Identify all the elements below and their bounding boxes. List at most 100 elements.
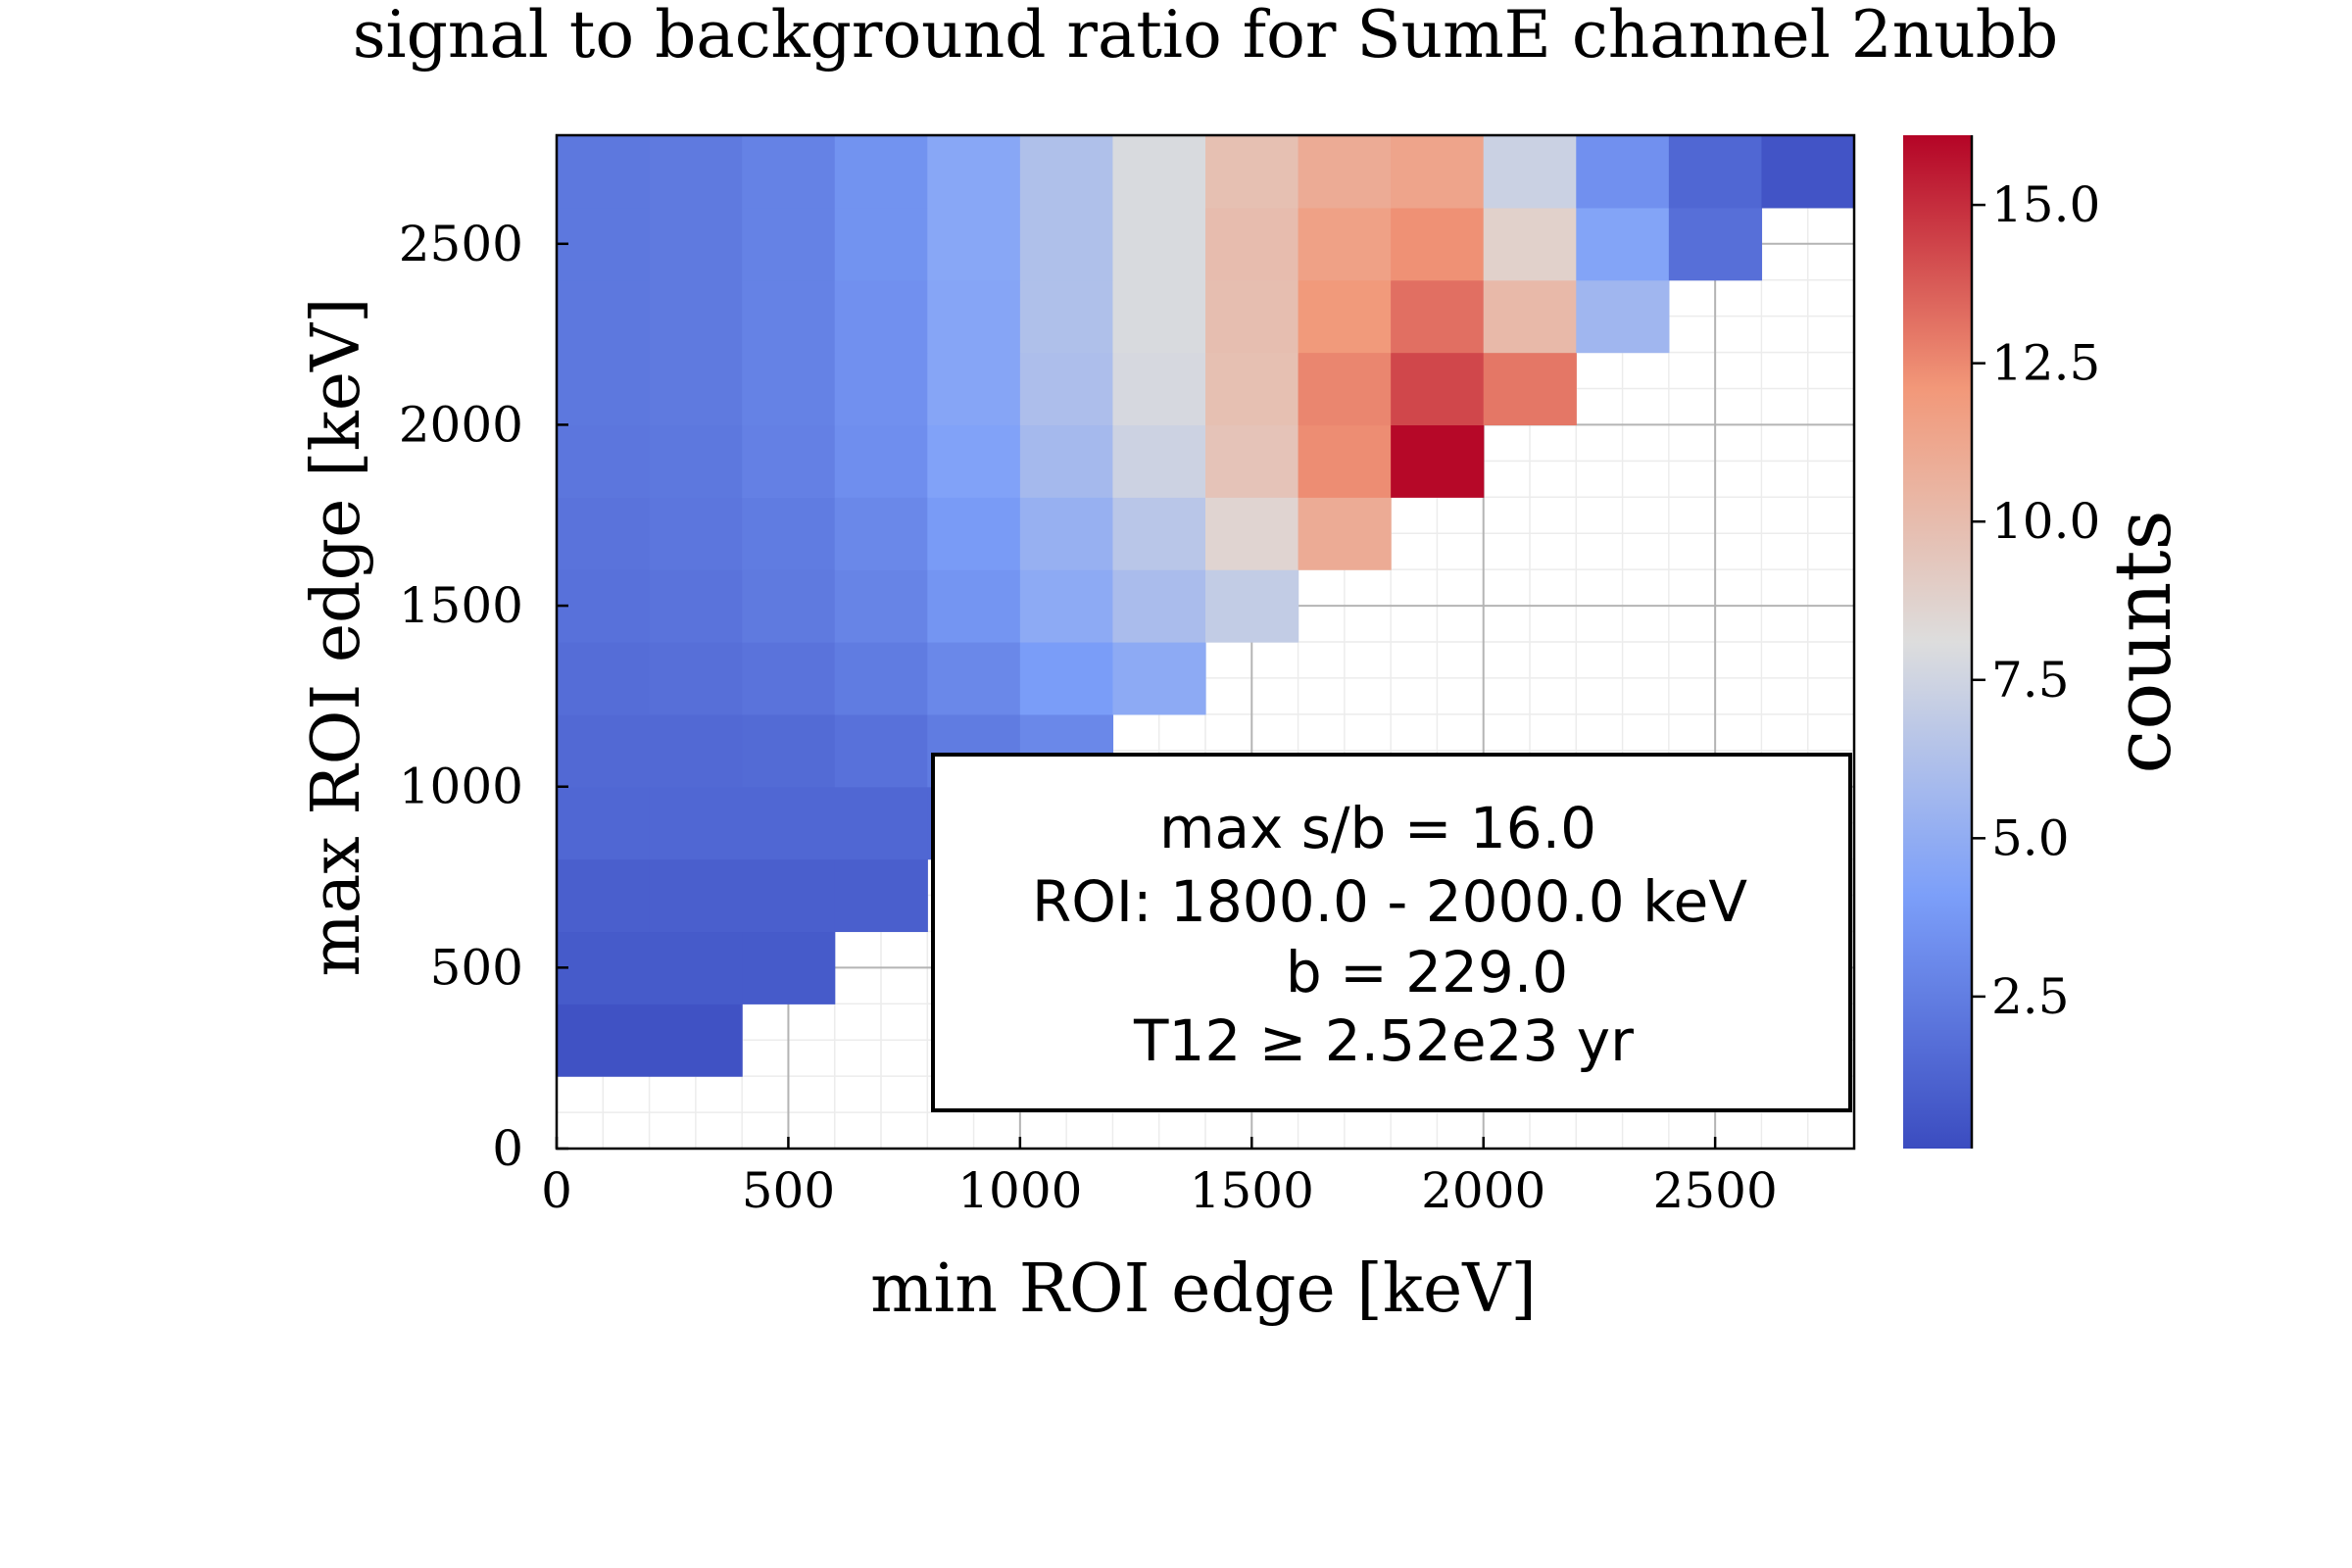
heatmap-cell <box>1112 569 1206 643</box>
heatmap-cell <box>927 497 1021 570</box>
y-axis-label: max ROI edge [keV] <box>298 297 375 976</box>
heatmap-cell <box>1298 424 1392 498</box>
heatmap-cell <box>742 931 836 1004</box>
heatmap-cell <box>1668 135 1763 209</box>
heatmap-cell <box>927 569 1021 643</box>
heatmap-cell <box>1298 207 1392 281</box>
annotation-frame <box>931 753 1852 1112</box>
heatmap-cell <box>1483 207 1577 281</box>
heatmap-cell <box>557 1004 651 1077</box>
plot-frame <box>555 133 1856 1151</box>
heatmap-cell <box>557 642 651 715</box>
x-tick-label: 2500 <box>1653 1162 1778 1219</box>
heatmap-cell <box>649 858 743 933</box>
x-axis-label: min ROI edge [keV] <box>870 1250 1537 1328</box>
heatmap-cell <box>649 569 743 643</box>
heatmap-cell <box>1205 207 1299 281</box>
y-tick-label: 500 <box>430 939 523 996</box>
heatmap-cell <box>557 424 651 498</box>
heatmap-cell <box>742 207 836 281</box>
heatmap-cell <box>557 497 651 570</box>
heatmap-cell <box>1019 497 1114 570</box>
heatmap-cell <box>834 786 928 860</box>
y-tick-label: 2000 <box>399 396 523 453</box>
heatmap-cells <box>557 135 1855 1077</box>
heatmap-cell <box>834 135 928 209</box>
heatmap-cell <box>1112 279 1206 354</box>
heatmap-cell <box>742 352 836 426</box>
x-axis-ticks: 0 500 1000 1500 2000 2500 <box>541 1137 1778 1219</box>
annotation-line: max s/b = 16.0 <box>1159 795 1596 861</box>
heatmap-cell <box>1391 207 1485 281</box>
heatmap-cell <box>1019 642 1114 715</box>
heatmap-cell <box>1019 424 1114 498</box>
heatmap-cell <box>1112 497 1206 570</box>
heatmap-cell <box>557 352 651 426</box>
heatmap-cell <box>742 135 836 209</box>
colorbar-tick-label: 5.0 <box>1991 809 2070 866</box>
heatmap-cell <box>927 279 1021 354</box>
x-tick-label: 1000 <box>957 1162 1082 1219</box>
heatmap-cell <box>557 279 651 354</box>
heatmap-cell <box>1205 352 1299 426</box>
heatmap-cell <box>834 207 928 281</box>
heatmap-cell <box>557 858 651 933</box>
heatmap-cell <box>649 786 743 860</box>
heatmap-cell <box>742 424 836 498</box>
heatmap-cell <box>1205 135 1299 209</box>
heatmap-cell <box>1391 279 1485 354</box>
heatmap-cell <box>1483 279 1577 354</box>
heatmap-cell <box>1205 497 1299 570</box>
heatmap-cell <box>1205 569 1299 643</box>
heatmap-cell <box>1298 497 1392 570</box>
heatmap-cell <box>1761 135 1855 209</box>
heatmap-cell <box>649 424 743 498</box>
heatmap-cell <box>1019 352 1114 426</box>
heatmap-cell <box>649 713 743 788</box>
heatmap-cell <box>649 931 743 1004</box>
heatmap-cell <box>1483 352 1577 426</box>
heatmap-cell <box>1298 279 1392 354</box>
heatmap-cell <box>1205 424 1299 498</box>
heatmap-cell <box>649 207 743 281</box>
heatmap-cell <box>834 642 928 715</box>
heatmap-cell <box>1298 352 1392 426</box>
y-tick-label: 0 <box>492 1120 523 1177</box>
annotation-line: T12 ≥ 2.52e23 yr <box>1133 1007 1634 1074</box>
heatmap-cell <box>834 497 928 570</box>
heatmap-cell <box>649 279 743 354</box>
heatmap-cell <box>557 135 651 209</box>
heatmap-cell <box>649 497 743 570</box>
colorbar-tick-label: 2.5 <box>1991 968 2070 1025</box>
heatmap-cell <box>557 931 651 1004</box>
heatmap-cell <box>834 713 928 788</box>
heatmap-cell <box>834 569 928 643</box>
heatmap-cell <box>1391 424 1485 498</box>
annotation-line: b = 229.0 <box>1286 939 1568 1005</box>
y-tick-label: 2500 <box>399 216 523 272</box>
heatmap-cell <box>557 713 651 788</box>
heatmap-cell <box>557 786 651 860</box>
heatmap-cell <box>927 207 1021 281</box>
heatmap-cell <box>742 713 836 788</box>
heatmap-cell <box>834 279 928 354</box>
x-tick-label: 2000 <box>1421 1162 1545 1219</box>
heatmap-cell <box>1112 642 1206 715</box>
x-tick-label: 1500 <box>1190 1162 1314 1219</box>
x-tick-label: 0 <box>541 1162 572 1219</box>
heatmap-cell <box>557 569 651 643</box>
heatmap-cell <box>742 569 836 643</box>
colorbar-tick-label: 12.5 <box>1991 335 2100 392</box>
heatmap-cell <box>1112 352 1206 426</box>
heatmap-cell <box>742 786 836 860</box>
annotation-box: max s/b = 16.0 ROI: 1800.0 - 2000.0 keV … <box>931 753 1852 1112</box>
heatmap-cell <box>927 135 1021 209</box>
heatmap-cell <box>742 642 836 715</box>
heatmap-cell <box>1019 135 1114 209</box>
heatmap-cell <box>649 352 743 426</box>
heatmap-cell <box>834 858 928 933</box>
heatmap-cell <box>1483 135 1577 209</box>
heatmap-cell <box>834 352 928 426</box>
heatmap-cell <box>649 135 743 209</box>
